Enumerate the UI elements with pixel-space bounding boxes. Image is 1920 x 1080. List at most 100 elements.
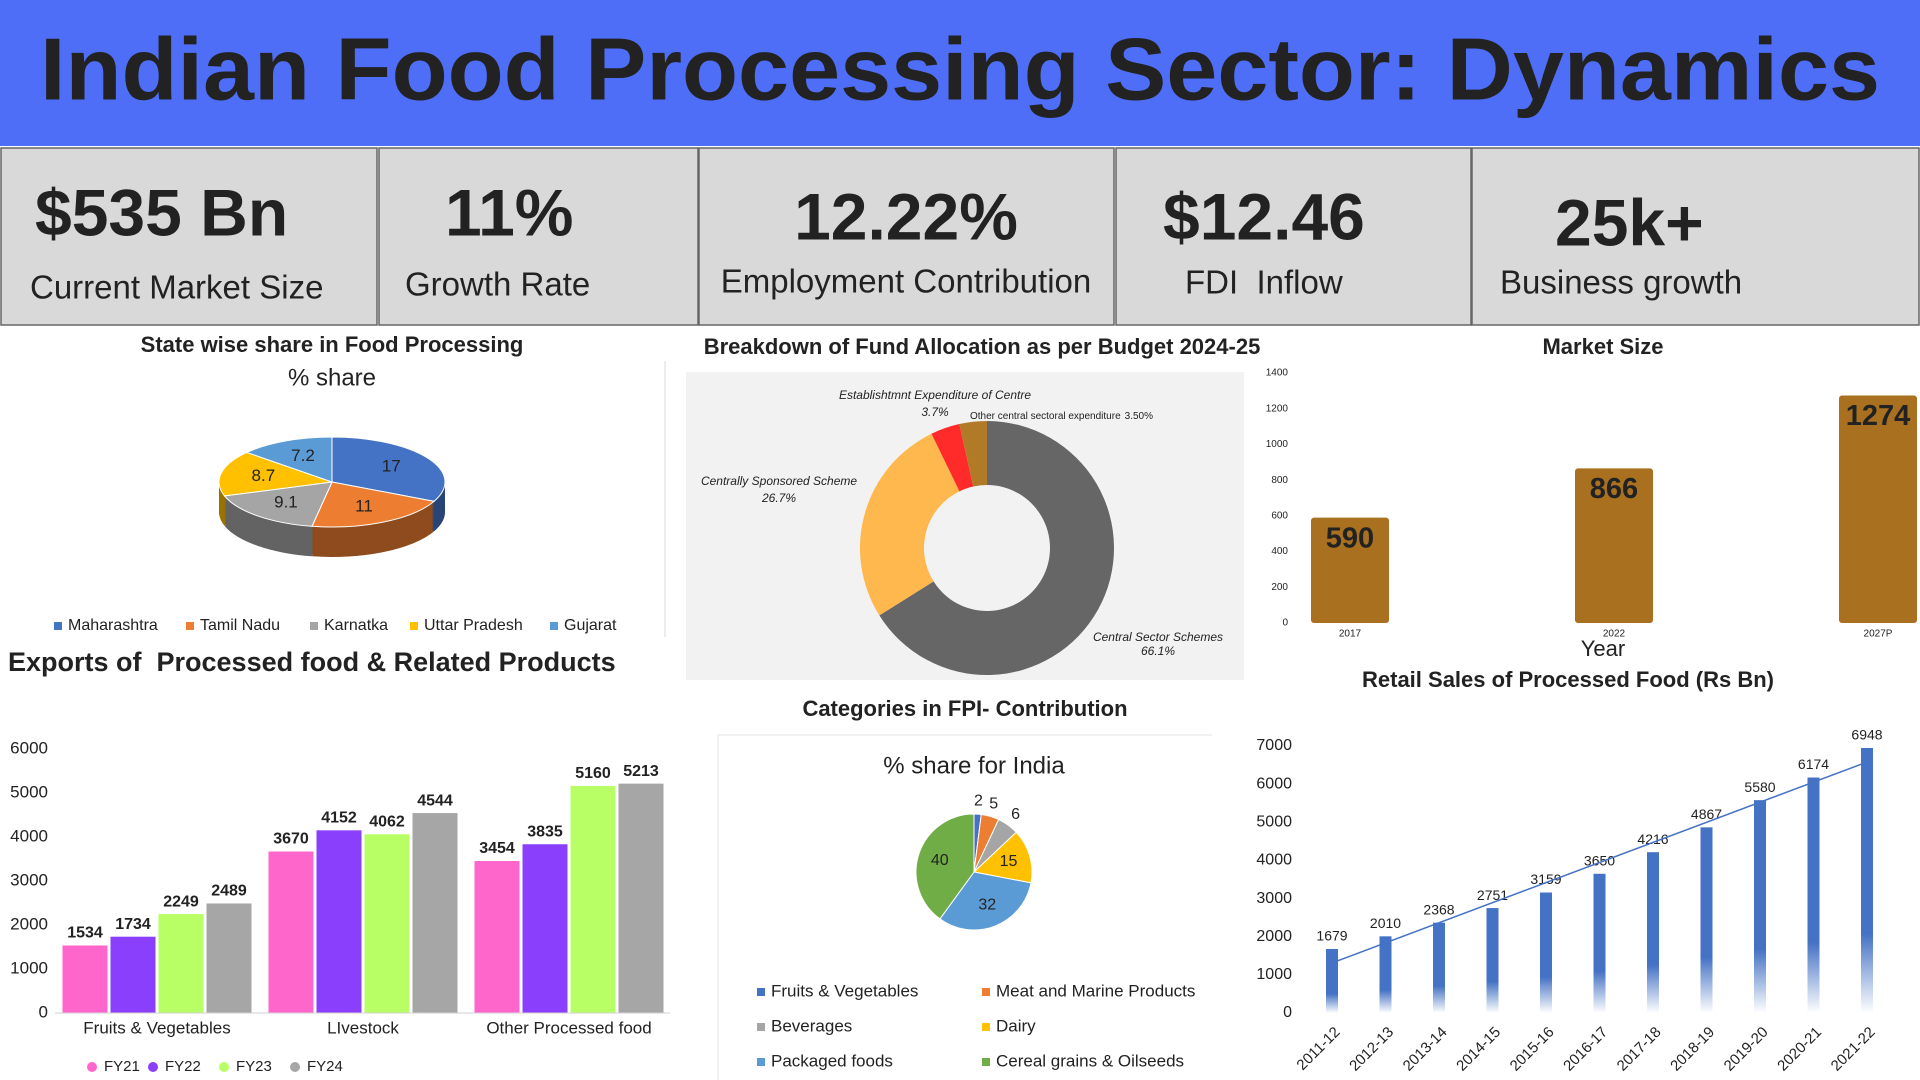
value-label: 2010	[1370, 915, 1401, 931]
bar	[570, 785, 616, 1013]
chart-title: Retail Sales of Processed Food (Rs Bn)	[1362, 667, 1774, 692]
legend-label: FY22	[165, 1058, 201, 1075]
y-tick-label: 0	[1282, 618, 1288, 629]
y-tick-label: 6000	[10, 738, 48, 757]
kpi-label: Employment Contribution	[721, 263, 1092, 300]
legend-label: Cereal grains & Oilseeds	[996, 1051, 1184, 1070]
bar	[1861, 747, 1873, 1013]
y-tick-label: 600	[1271, 510, 1288, 521]
slice-label: 9.1	[274, 493, 298, 512]
y-tick-label: 5000	[1256, 814, 1292, 831]
y-tick-label: 1000	[1266, 439, 1289, 450]
kpi-label: FDI Inflow	[1185, 264, 1343, 301]
y-tick-label: 4000	[1256, 852, 1292, 869]
pie-slice	[331, 436, 446, 502]
slice-value-label: 3.50%	[1125, 411, 1153, 422]
x-tick-label: 2019-20	[1721, 1024, 1772, 1075]
y-tick-label: 400	[1271, 546, 1288, 557]
pie-slice	[939, 871, 1032, 931]
bar	[1647, 852, 1659, 1013]
legend-swatch	[550, 622, 558, 630]
y-tick-label: 200	[1271, 582, 1288, 593]
value-label: 3454	[479, 840, 515, 857]
x-tick-label: 2021-22	[1828, 1024, 1879, 1075]
slice-label: 15	[1000, 853, 1018, 870]
chart-subtitle: % share	[288, 364, 376, 391]
pie-slice	[972, 831, 1033, 884]
pie-slice	[245, 436, 333, 483]
slice-label-group: Other central sectoral expenditure 3.50%	[970, 411, 1153, 422]
y-tick-label: 4000	[10, 826, 48, 845]
x-tick-label: 2014-15	[1453, 1024, 1504, 1075]
x-tick-label: 2012-13	[1346, 1024, 1397, 1075]
bar	[522, 844, 568, 1013]
legend-swatch	[186, 622, 194, 630]
bar	[1433, 922, 1445, 1013]
page-title: Indian Food Processing Sector: Dynamics	[40, 19, 1880, 118]
bar	[618, 783, 664, 1013]
slice-value-label: 66.1%	[1141, 644, 1175, 658]
x-tick-label: Fruits & Vegetables	[83, 1018, 230, 1037]
value-label: 3650	[1584, 852, 1615, 868]
value-label: 1534	[67, 925, 103, 942]
y-tick-label: 1200	[1266, 403, 1289, 414]
slice-label: Central Sector Schemes	[1093, 630, 1223, 644]
legend-marker	[290, 1062, 300, 1072]
y-tick-label: 5000	[10, 782, 48, 801]
value-label: 4216	[1637, 831, 1668, 847]
slice-label: 11	[355, 496, 373, 515]
x-tick-label: LIvestock	[327, 1018, 399, 1037]
legend-label: Maharashtra	[68, 617, 158, 634]
value-label: 5213	[623, 763, 659, 780]
value-label: 6174	[1798, 756, 1829, 772]
legend-marker	[148, 1062, 158, 1072]
bar	[316, 830, 362, 1013]
kpi-value: $535 Bn	[35, 175, 288, 249]
legend-swatch	[310, 622, 318, 630]
slice-label: Centrally Sponsored Scheme	[701, 474, 857, 488]
slice-label: 32	[978, 897, 996, 914]
kpi-label: Growth Rate	[405, 266, 590, 303]
bar	[1486, 908, 1499, 1013]
pie-slice	[915, 813, 975, 920]
bar	[364, 834, 410, 1013]
y-tick-label: 1000	[1256, 966, 1292, 983]
value-label: 3159	[1530, 871, 1561, 887]
legend-swatch	[757, 988, 765, 996]
slice-label: 2	[974, 793, 983, 810]
x-tick-label: 2022	[1603, 629, 1626, 640]
slice-label: 40	[931, 852, 949, 869]
chart-title: Categories in FPI- Contribution	[802, 696, 1127, 721]
y-tick-label: 800	[1271, 475, 1288, 486]
x-axis-label: Year	[1581, 636, 1625, 661]
kpi-label: Business growth	[1500, 264, 1742, 301]
bar	[1326, 948, 1338, 1013]
legend-label: FY24	[307, 1058, 343, 1075]
pie-slice	[311, 481, 436, 528]
kpi-card	[1115, 147, 1472, 326]
chart-title: State wise share in Food Processing	[141, 332, 524, 357]
value-label: 866	[1590, 473, 1638, 505]
value-label: 4062	[369, 813, 405, 830]
slice-value-label: 3.7%	[921, 405, 949, 419]
y-tick-label: 6000	[1256, 775, 1292, 792]
legend-swatch	[757, 1023, 765, 1031]
slice-label: 5	[989, 795, 998, 812]
pie-slice	[218, 451, 333, 497]
y-tick-label: 1400	[1266, 368, 1289, 379]
x-tick-label: 2011-12	[1293, 1024, 1343, 1074]
legend-label: Packaged foods	[771, 1051, 893, 1070]
legend-label: Fruits & Vegetables	[771, 981, 918, 1000]
x-tick-label: 2020-21	[1774, 1024, 1825, 1075]
chart-title: Market Size	[1542, 334, 1663, 359]
slice-label: 8.7	[252, 466, 276, 485]
value-label: 2489	[211, 883, 247, 900]
y-tick-label: 1000	[10, 958, 48, 977]
legend-swatch	[54, 622, 62, 630]
x-tick-label: 2016-17	[1560, 1024, 1611, 1075]
value-label: 2751	[1477, 887, 1508, 903]
y-tick-label: 0	[1283, 1004, 1292, 1021]
value-label: 2368	[1423, 901, 1454, 917]
